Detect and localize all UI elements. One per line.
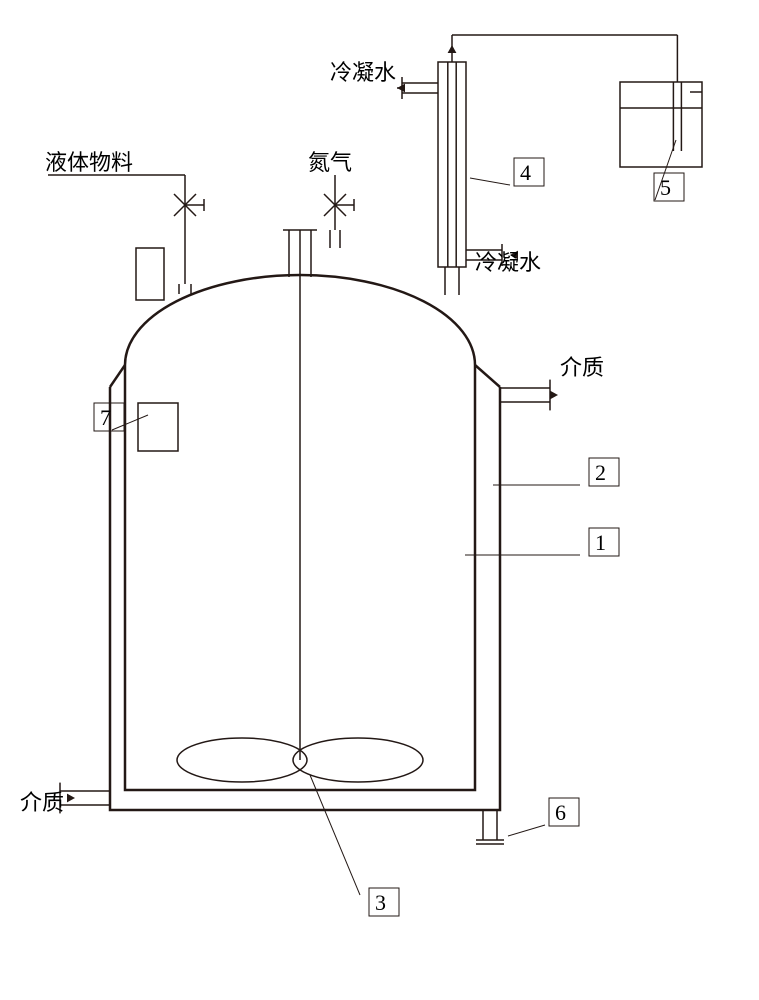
diagram-canvas: 1234567液体物料氮气冷凝水冷凝水介质介质 [0,0,759,1000]
callout-n3: 3 [375,890,386,915]
label-medium-out: 介质 [560,355,604,380]
callout-n5: 5 [660,175,671,200]
callout-n2: 2 [595,460,606,485]
label-nitrogen: 氮气 [308,150,352,175]
callout-n1: 1 [595,530,606,555]
label-condensate-upper: 冷凝水 [330,60,396,85]
label-condensate-lower: 冷凝水 [475,250,541,275]
label-liquid-material: 液体物料 [45,150,133,175]
callout-n6: 6 [555,800,566,825]
label-medium-in: 介质 [20,790,64,815]
callout-n7: 7 [100,405,111,430]
callout-n4: 4 [520,160,531,185]
